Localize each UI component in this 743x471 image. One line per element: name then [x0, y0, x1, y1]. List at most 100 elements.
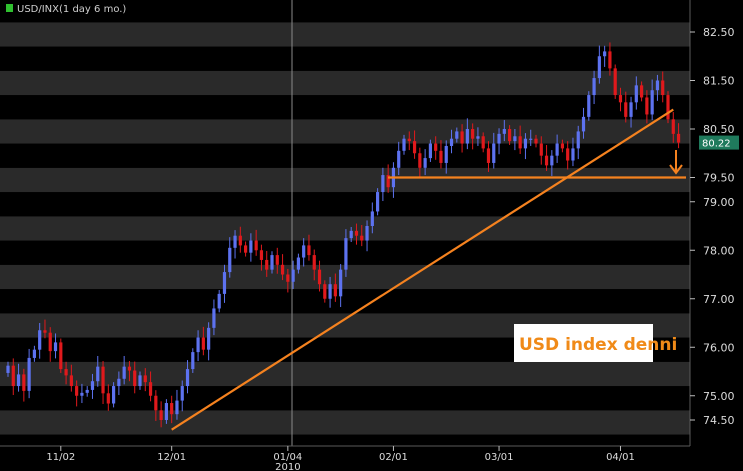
candle-body	[233, 235, 237, 248]
candle-body	[286, 274, 290, 282]
candle-body	[349, 230, 353, 239]
candle-body	[428, 143, 432, 159]
price-band	[0, 95, 690, 120]
candle-body	[481, 136, 485, 149]
annotation-box	[514, 324, 653, 362]
candle-body	[228, 247, 232, 273]
candle-body	[434, 143, 438, 151]
down-arrow-icon	[669, 150, 683, 175]
candle-body	[650, 90, 654, 115]
candle-body	[666, 95, 670, 120]
price-band	[0, 216, 690, 241]
candle-body	[22, 374, 26, 391]
candle-body	[640, 85, 644, 98]
x-tick-label: 01/04	[273, 452, 302, 463]
candle-body	[671, 119, 675, 134]
arrow-head	[669, 164, 683, 175]
candle-body	[576, 131, 580, 149]
candle-body	[27, 357, 31, 391]
y-tick-label: 82.50	[703, 26, 735, 39]
candle-body	[154, 395, 158, 411]
candle-body	[133, 370, 137, 387]
candle-body	[339, 269, 343, 297]
candle-body	[460, 131, 464, 144]
y-tick-label: 75.00	[703, 390, 735, 403]
candle-body	[90, 381, 95, 390]
candle-body	[175, 400, 179, 415]
candle-body	[254, 240, 258, 251]
candle-body	[407, 138, 411, 142]
candle-body	[439, 150, 443, 163]
candle-body	[587, 95, 591, 117]
candle-body	[185, 369, 190, 387]
candle-body	[534, 138, 538, 144]
candle-body	[244, 245, 248, 253]
x-tick-label: 02/01	[379, 452, 408, 463]
legend-marker	[6, 4, 13, 12]
annotation-text: USD index denni	[519, 335, 677, 355]
candle-body	[43, 330, 47, 333]
candle-body	[291, 269, 295, 282]
candle-body	[32, 349, 36, 358]
candle-body	[275, 255, 279, 265]
candle-body	[75, 386, 79, 396]
candle-body	[539, 143, 543, 156]
candle-body	[360, 235, 364, 241]
candle-body	[270, 255, 274, 270]
candle-body	[449, 138, 454, 146]
candles	[6, 42, 681, 428]
trendline	[171, 108, 674, 431]
candle-body	[333, 284, 337, 297]
candle-body	[518, 136, 522, 149]
candle-body	[571, 148, 575, 161]
x-tick-label: 11/02	[46, 452, 75, 463]
y-tick-label: 79.00	[703, 196, 735, 209]
candle-body	[280, 264, 285, 275]
candle-body	[207, 327, 211, 350]
price-band	[0, 167, 690, 193]
candle-body	[513, 136, 517, 142]
candle-body	[317, 269, 322, 285]
candle-body	[418, 153, 422, 168]
price-band	[0, 361, 690, 387]
candle-body	[629, 102, 633, 117]
candle-body	[645, 97, 649, 115]
candle-body	[613, 68, 617, 96]
x-tick-sublabel: 2010	[275, 462, 300, 471]
candle-body	[328, 284, 332, 299]
candle-body	[508, 129, 512, 142]
candle-body	[608, 51, 612, 69]
y-tick-label: 77.00	[703, 293, 735, 306]
candle-body	[676, 133, 681, 143]
candle-body	[529, 138, 533, 140]
candle-body	[122, 366, 126, 379]
candle-body	[618, 95, 623, 103]
y-tick-label: 79.50	[703, 172, 735, 185]
y-tick-label: 81.50	[703, 75, 735, 88]
candle-body	[655, 80, 660, 91]
candle-body	[381, 175, 385, 193]
candle-body	[560, 143, 564, 149]
candle-body	[581, 116, 586, 132]
candle-body	[376, 192, 380, 212]
candle-body	[312, 255, 316, 270]
x-tick-label: 12/01	[157, 452, 186, 463]
candle-body	[634, 85, 638, 103]
price-band	[0, 46, 690, 71]
candle-body	[344, 238, 348, 270]
candle-body	[159, 410, 163, 420]
candle-body	[117, 378, 121, 387]
candle-body	[191, 352, 195, 370]
candle-body	[624, 102, 628, 117]
candle-body	[492, 143, 496, 163]
price-band	[0, 143, 690, 168]
candle-body	[96, 366, 100, 382]
price-axis	[690, 0, 743, 446]
candle-body	[64, 369, 68, 376]
candle-body	[296, 257, 300, 270]
y-tick-label: 76.00	[703, 341, 735, 354]
candle-body	[201, 337, 205, 350]
x-tick-label: 03/01	[485, 452, 514, 463]
candle-body	[69, 375, 73, 387]
